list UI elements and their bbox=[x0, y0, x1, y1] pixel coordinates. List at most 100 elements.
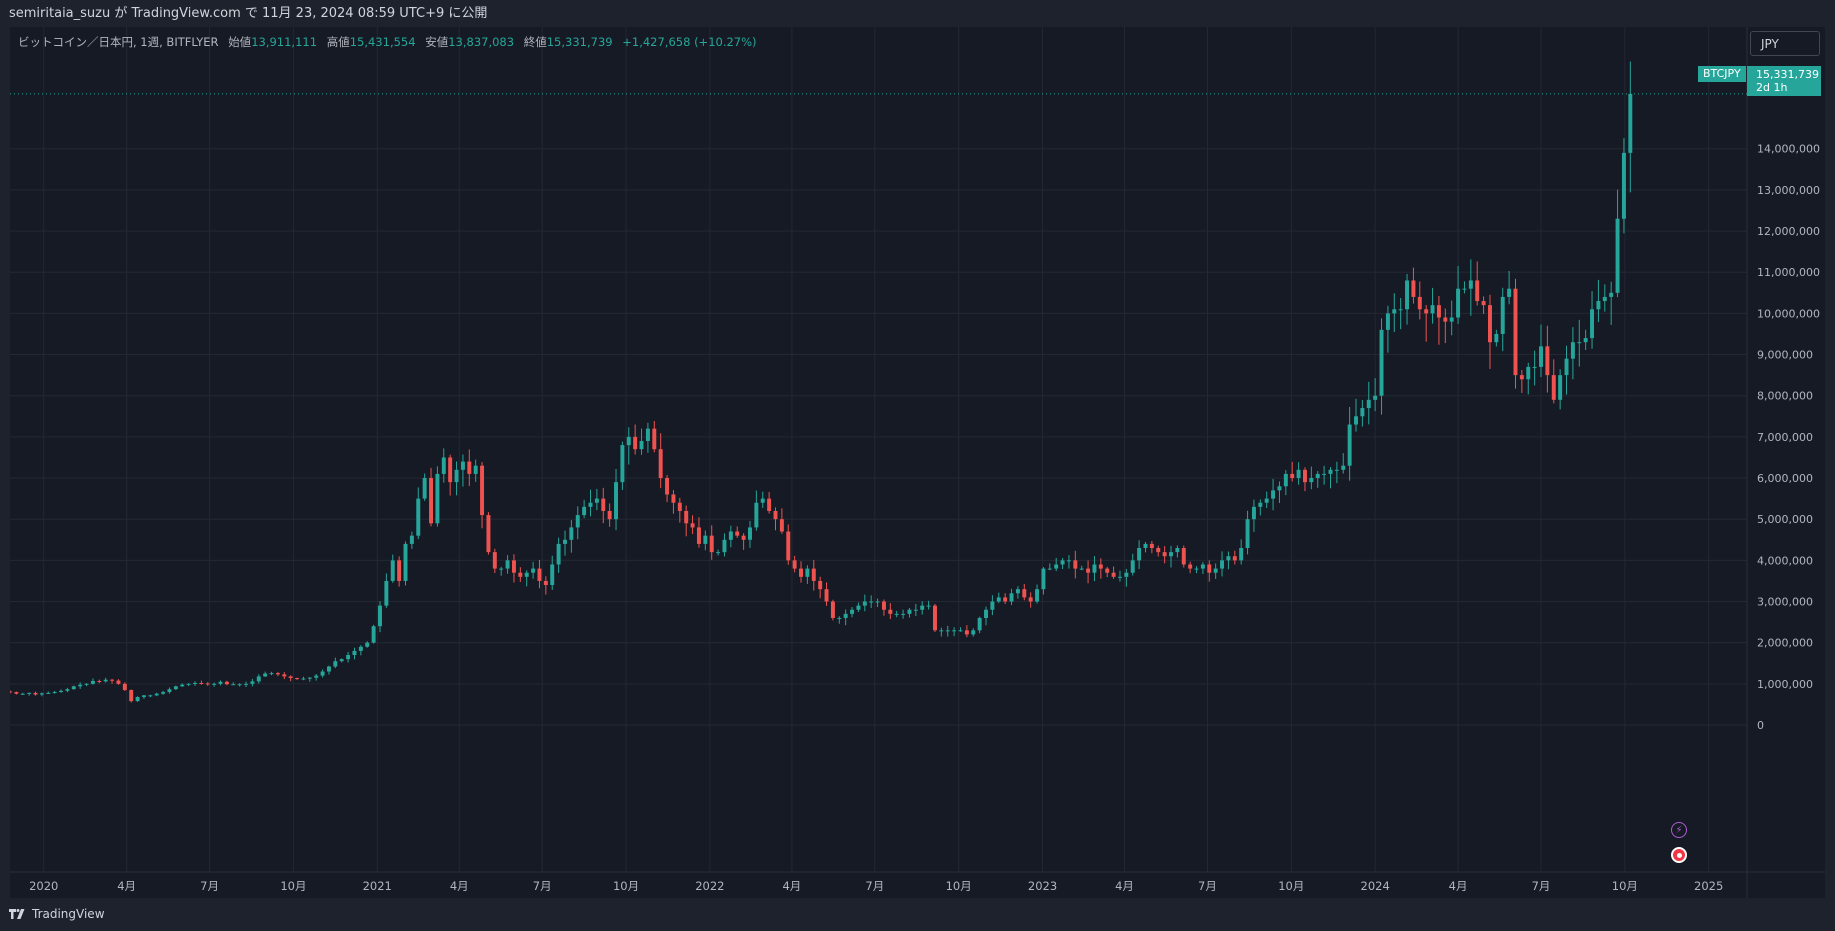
candle-body bbox=[1290, 473, 1295, 479]
candle-body bbox=[1277, 486, 1282, 491]
candle-body bbox=[1251, 506, 1256, 520]
candle-body bbox=[524, 572, 529, 577]
candle-body bbox=[1207, 564, 1212, 573]
candle-body bbox=[307, 677, 312, 679]
candle-body bbox=[901, 613, 906, 615]
candle-body bbox=[1379, 329, 1384, 396]
candle-body bbox=[33, 692, 38, 695]
x-tick-label: 7月 bbox=[200, 879, 219, 893]
candle-body bbox=[1232, 556, 1237, 561]
candle-body bbox=[1105, 568, 1110, 573]
currency-button[interactable]: JPY bbox=[1750, 31, 1820, 56]
candle-body bbox=[1296, 469, 1301, 479]
candle-body bbox=[767, 498, 772, 511]
candle-body bbox=[148, 695, 153, 697]
symbol-legend: ビットコイン／日本円, 1週, BITFLYER 始値13,911,111 高値… bbox=[18, 34, 757, 50]
candle-body bbox=[620, 445, 625, 483]
x-tick-label: 2022 bbox=[695, 879, 724, 893]
y-tick-label: 13,000,000 bbox=[1757, 184, 1820, 197]
candle-body bbox=[881, 601, 886, 610]
candle-body bbox=[186, 683, 191, 685]
candle-body bbox=[690, 523, 695, 528]
candle-body bbox=[141, 695, 146, 698]
candle-body bbox=[1411, 280, 1416, 297]
candle-body bbox=[811, 568, 816, 581]
candle-body bbox=[499, 568, 504, 570]
candle-body bbox=[843, 613, 848, 618]
tradingview-brand: TradingView bbox=[32, 907, 105, 921]
x-tick-label: 2023 bbox=[1028, 879, 1057, 893]
candle-body bbox=[1430, 305, 1435, 314]
candle-body bbox=[1092, 564, 1097, 573]
candle-body bbox=[1194, 568, 1199, 570]
candle-body bbox=[193, 683, 197, 685]
close-label: 終値 bbox=[523, 35, 547, 49]
candle-body bbox=[658, 449, 663, 479]
chart-pane[interactable]: 0 1,000,000 2,000,000 3,000,000 4,000,000 5,0… bbox=[10, 27, 1825, 898]
candle-body bbox=[1558, 375, 1563, 400]
candle-body bbox=[1118, 576, 1122, 578]
candle-body bbox=[1462, 288, 1467, 290]
record-icon[interactable] bbox=[1671, 847, 1687, 863]
candlestick-chart[interactable]: 0 1,000,000 2,000,000 3,000,000 4,000,000 5,0… bbox=[10, 27, 1825, 898]
candle-body bbox=[569, 527, 574, 540]
candle-body bbox=[135, 697, 140, 702]
candle-body bbox=[1271, 490, 1276, 499]
candle-body bbox=[741, 535, 746, 540]
symbol-price-tag: BTCJPY bbox=[1698, 66, 1746, 82]
candle-body bbox=[1526, 366, 1531, 380]
candle-body bbox=[550, 564, 555, 586]
candle-body bbox=[1086, 568, 1091, 573]
x-tick-label: 2020 bbox=[29, 879, 58, 893]
candle-body bbox=[1035, 589, 1040, 602]
candle-body bbox=[492, 552, 497, 569]
candle-body bbox=[1398, 309, 1403, 311]
candle-body bbox=[1373, 395, 1378, 400]
y-tick-label: 0 bbox=[1757, 719, 1764, 732]
candle-body bbox=[1111, 572, 1116, 577]
candle-body bbox=[263, 673, 268, 677]
candle-body bbox=[850, 609, 855, 614]
candle-body bbox=[531, 568, 536, 573]
candle-body bbox=[1137, 548, 1142, 561]
candle-body bbox=[320, 671, 325, 676]
candle-body bbox=[1009, 593, 1014, 602]
y-tick-label: 5,000,000 bbox=[1757, 513, 1813, 526]
candle-body bbox=[250, 681, 255, 684]
y-tick-label: 4,000,000 bbox=[1757, 554, 1813, 567]
candle-body bbox=[594, 498, 599, 503]
candle-body bbox=[224, 681, 229, 685]
candle-body bbox=[275, 673, 280, 675]
candle-body bbox=[1130, 560, 1135, 573]
candle-body bbox=[920, 605, 925, 610]
candle-body bbox=[830, 601, 835, 618]
candle-body bbox=[511, 560, 516, 573]
candle-body bbox=[269, 673, 274, 675]
candle-body bbox=[122, 683, 127, 691]
x-tick-label: 7月 bbox=[533, 879, 552, 893]
candle-body bbox=[907, 609, 912, 614]
candle-body bbox=[1124, 572, 1129, 577]
candle-body bbox=[913, 609, 918, 611]
candle-body bbox=[1149, 543, 1154, 549]
candle-body bbox=[365, 642, 370, 647]
candle-body bbox=[505, 560, 510, 569]
candle-body bbox=[563, 539, 567, 544]
candle-body bbox=[818, 580, 823, 590]
candle-body bbox=[448, 457, 453, 483]
candle-body bbox=[716, 552, 721, 554]
candle-body bbox=[103, 679, 108, 682]
high-label: 高値 bbox=[326, 35, 350, 49]
candle-body bbox=[1596, 301, 1601, 310]
candle-body bbox=[996, 597, 1001, 602]
candle-body bbox=[358, 646, 363, 651]
candle-body bbox=[129, 690, 134, 702]
candle-body bbox=[799, 568, 803, 577]
open-label: 始値 bbox=[228, 35, 252, 49]
tradingview-logo[interactable]: TradingView bbox=[9, 907, 105, 921]
close-value: 15,331,739 bbox=[546, 35, 613, 49]
flash-icon[interactable]: ⚡ bbox=[1671, 822, 1687, 838]
candle-body bbox=[1392, 309, 1397, 314]
candle-body bbox=[1175, 548, 1180, 553]
candle-body bbox=[1066, 560, 1071, 562]
